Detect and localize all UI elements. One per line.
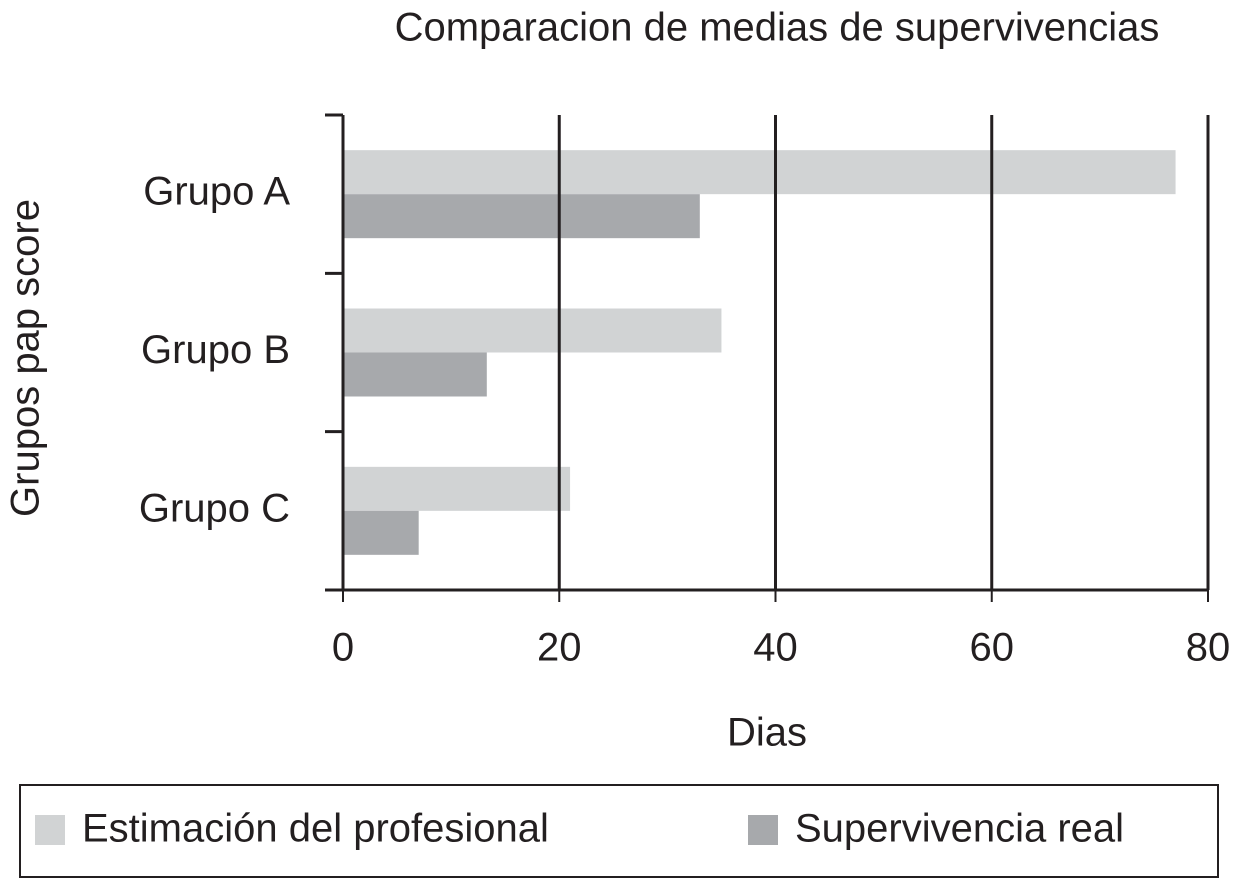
y-axis-title: Grupos pap score bbox=[4, 199, 48, 517]
bar bbox=[343, 194, 700, 239]
bar bbox=[343, 466, 571, 511]
bar bbox=[343, 510, 419, 555]
chart-title: Comparacion de medias de supervivencias bbox=[395, 6, 1160, 50]
legend-label: Estimación del profesional bbox=[82, 807, 549, 851]
x-tick-label: 0 bbox=[332, 626, 354, 670]
legend-box bbox=[19, 784, 1219, 878]
bar bbox=[343, 308, 722, 353]
legend-swatch bbox=[35, 815, 65, 845]
y-tick-label: Grupo C bbox=[139, 486, 290, 530]
x-tick-label: 20 bbox=[537, 626, 582, 670]
x-tick-label: 60 bbox=[970, 626, 1015, 670]
legend-label: Supervivencia real bbox=[795, 807, 1124, 851]
x-axis-title: Dias bbox=[727, 711, 807, 755]
y-tick-label: Grupo A bbox=[143, 170, 290, 214]
x-tick-label: 40 bbox=[753, 626, 798, 670]
x-tick-label: 80 bbox=[1186, 626, 1231, 670]
legend-swatch bbox=[748, 815, 778, 845]
bar bbox=[343, 150, 1176, 195]
bar bbox=[343, 352, 487, 397]
y-tick-label: Grupo B bbox=[141, 328, 290, 372]
